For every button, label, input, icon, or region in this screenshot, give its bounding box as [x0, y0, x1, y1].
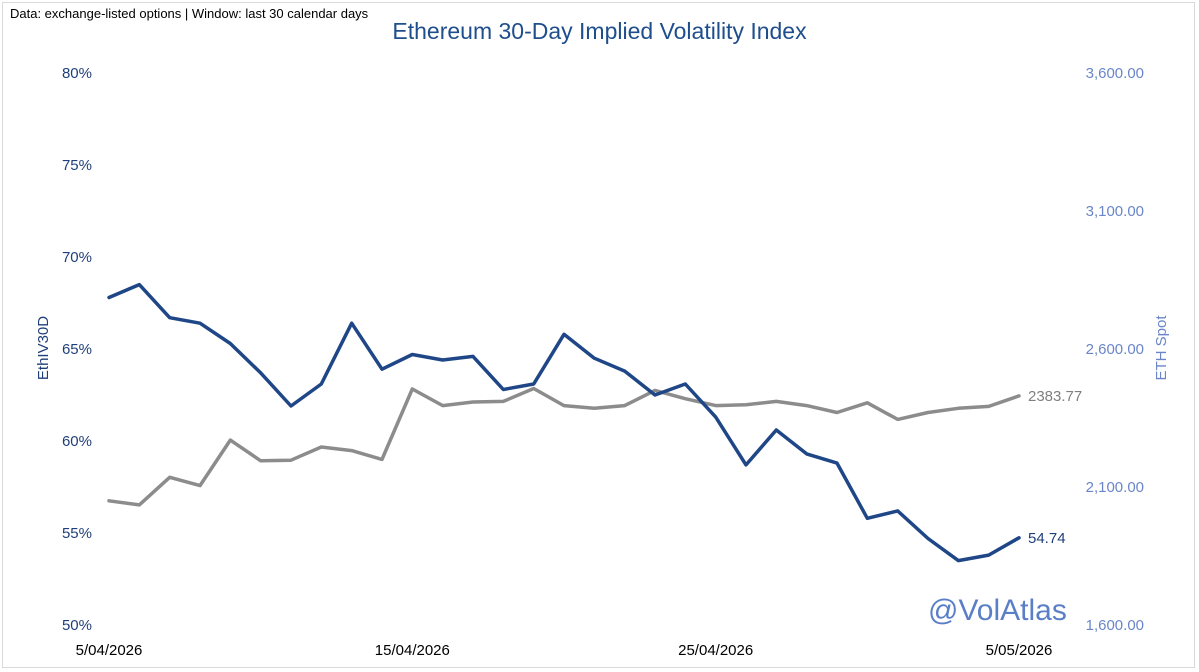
x-axis-ticks: 5/04/2026 15/04/2026 25/04/2026 5/05/2026 [76, 642, 1053, 659]
right-axis-ticks: 3,600.00 3,100.00 2,600.00 2,100.00 1,600.00 [1086, 65, 1144, 634]
left-tick-label: 80% [62, 65, 92, 82]
right-axis-title: ETH Spot [1153, 315, 1170, 381]
x-tick-label: 5/05/2026 [986, 642, 1053, 659]
right-tick-label: 3,100.00 [1086, 203, 1144, 220]
left-tick-label: 70% [62, 249, 92, 266]
left-axis-ticks: 80% 75% 70% 65% 60% 55% 50% [62, 65, 92, 634]
left-tick-label: 55% [62, 525, 92, 542]
x-tick-label: 15/04/2026 [375, 642, 450, 659]
ethiv30d-line [107, 282, 1021, 563]
x-tick-label: 5/04/2026 [76, 642, 143, 659]
right-tick-label: 1,600.00 [1086, 617, 1144, 634]
left-tick-label: 50% [62, 617, 92, 634]
eth-spot-end-label: 2383.77 [1028, 388, 1082, 405]
chart-title: Ethereum 30-Day Implied Volatility Index [392, 18, 807, 44]
series-layer [107, 282, 1021, 563]
left-tick-label: 60% [62, 433, 92, 450]
right-tick-label: 2,100.00 [1086, 479, 1144, 496]
right-tick-label: 3,600.00 [1086, 65, 1144, 82]
right-tick-label: 2,600.00 [1086, 341, 1144, 358]
end-labels: 2383.77 54.74 [1028, 388, 1082, 547]
left-tick-label: 65% [62, 341, 92, 358]
source-note: Data: exchange-listed options | Window: … [10, 6, 369, 21]
watermark: @VolAtlas [928, 594, 1067, 627]
left-axis-title: EthIV30D [35, 316, 52, 380]
ethiv30d-end-label: 54.74 [1028, 530, 1066, 547]
eth-spot-line [107, 386, 1021, 507]
x-tick-label: 25/04/2026 [678, 642, 753, 659]
left-tick-label: 75% [62, 157, 92, 174]
